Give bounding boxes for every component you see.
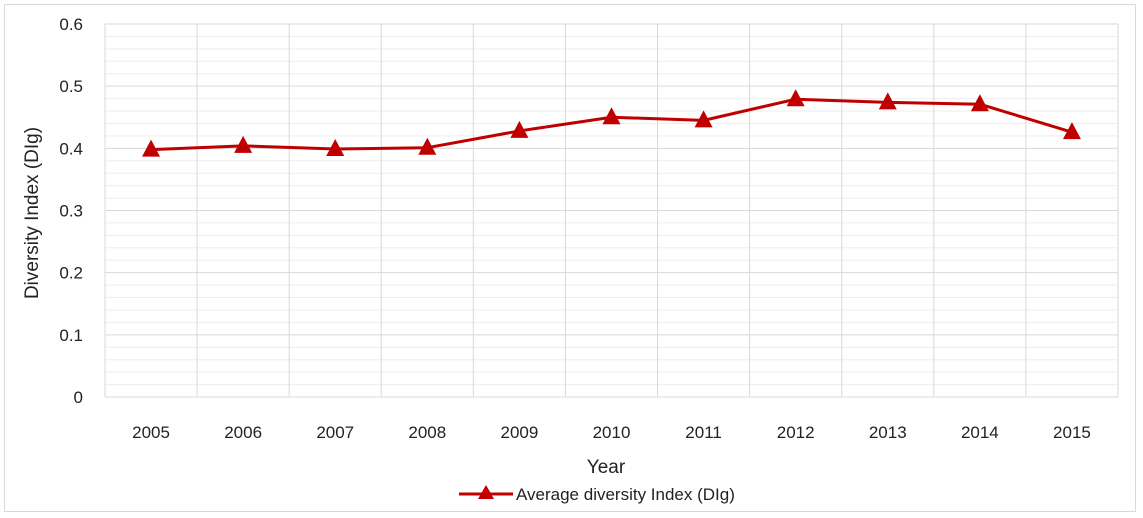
legend: Average diversity Index (DIg) (459, 485, 735, 504)
y-tick-label: 0.1 (59, 326, 83, 345)
data-point-marker (326, 138, 345, 156)
data-point-marker (234, 135, 253, 153)
x-tick-label: 2006 (224, 423, 262, 442)
data-point-marker (142, 139, 161, 157)
x-tick-label: 2010 (593, 423, 631, 442)
y-tick-labels: 0 0.1 0.2 0.3 0.4 0.5 0.6 (59, 15, 83, 407)
legend-marker-triangle-icon (478, 485, 494, 499)
x-tick-label: 2009 (500, 423, 538, 442)
legend-label: Average diversity Index (DIg) (516, 485, 735, 504)
y-tick-label: 0.6 (59, 15, 83, 34)
data-point-marker (878, 92, 897, 110)
x-tick-label: 2012 (777, 423, 815, 442)
data-point-marker (786, 89, 805, 107)
x-tick-label: 2013 (869, 423, 907, 442)
x-tick-label: 2007 (316, 423, 354, 442)
data-point-marker (1062, 122, 1081, 140)
data-point-marker (510, 120, 529, 138)
chart-frame (4, 4, 1136, 512)
grid-layer (104, 23, 1119, 398)
series-layer (142, 89, 1081, 157)
data-point-marker (602, 107, 621, 125)
y-tick-label: 0 (74, 388, 83, 407)
x-tick-label: 2015 (1053, 423, 1091, 442)
x-axis-title: Year (587, 457, 626, 478)
y-tick-label: 0.3 (59, 202, 83, 221)
y-tick-label: 0.5 (59, 77, 83, 96)
x-tick-label: 2011 (685, 423, 722, 442)
y-tick-label: 0.2 (59, 264, 83, 283)
data-point-marker (694, 110, 713, 128)
y-axis-title: Diversity Index (DIg) (22, 127, 43, 299)
data-point-marker (970, 94, 989, 112)
x-tick-label: 2008 (408, 423, 446, 442)
data-point-marker (418, 137, 437, 155)
x-tick-label: 2014 (961, 423, 999, 442)
x-tick-label: 2005 (132, 423, 170, 442)
y-tick-label: 0.4 (59, 139, 83, 158)
x-tick-labels: 2005 2006 2007 2008 2009 2010 2011 2012 2013 2014… (132, 423, 1091, 442)
